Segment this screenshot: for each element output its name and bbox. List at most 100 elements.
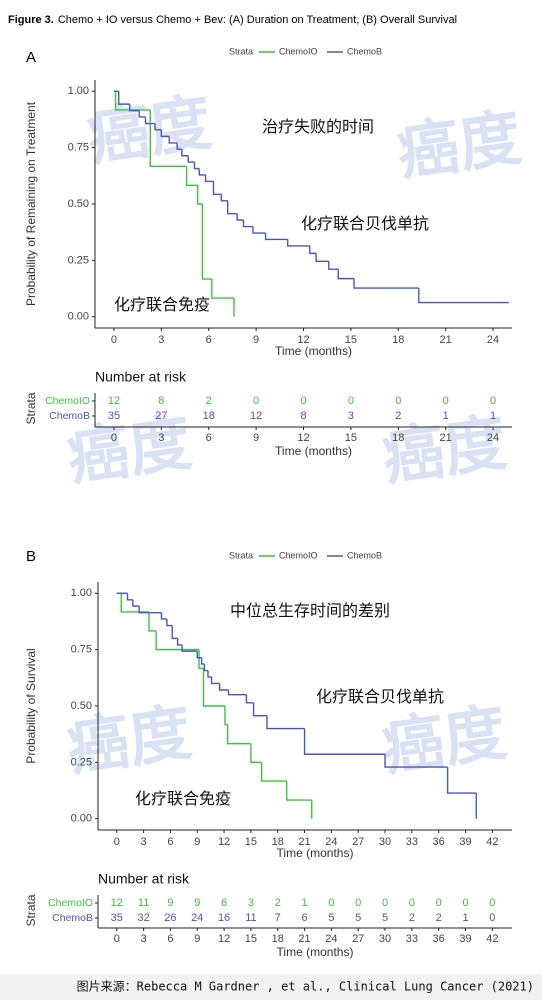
risk-count: 32 xyxy=(137,912,149,924)
x-tick-label: 9 xyxy=(253,334,259,346)
watermark: 癌度 xyxy=(83,88,215,174)
survival-step xyxy=(168,136,178,144)
survival-step xyxy=(202,668,225,707)
risk-count: 8 xyxy=(300,410,306,422)
survival-step xyxy=(446,767,477,794)
risk-count: 2 xyxy=(436,912,442,924)
x-tick-label: 33 xyxy=(406,836,418,848)
survival-step xyxy=(207,670,212,678)
risk-count: 6 xyxy=(301,912,307,924)
survival-step xyxy=(126,593,133,601)
survival-step xyxy=(198,168,206,176)
survival-step xyxy=(211,279,234,299)
survival-step xyxy=(193,162,200,170)
risk-x-tick-label: 30 xyxy=(379,933,391,945)
risk-x-tick-label: 39 xyxy=(459,933,471,945)
x-tick-label: 12 xyxy=(218,836,230,848)
risk-count: 9 xyxy=(194,897,200,909)
risk-count: 0 xyxy=(443,395,449,407)
x-tick-label: 3 xyxy=(141,836,147,848)
y-tick-label: 1.00 xyxy=(68,85,89,97)
source: 图片来源：Rebecca M Gardner , et al., Clinica… xyxy=(77,980,534,994)
risk-x-tick-label: 21 xyxy=(298,933,310,945)
risk-count: 35 xyxy=(111,912,123,924)
survival-step xyxy=(337,269,355,280)
y-axis-label: Probability of Remaining on Treatment xyxy=(24,101,38,306)
risk-count: 0 xyxy=(382,897,388,909)
risk-table-ylabel: Strata xyxy=(24,392,38,424)
survival-step xyxy=(144,116,156,125)
risk-x-tick-label: 15 xyxy=(345,432,357,444)
risk-count: 27 xyxy=(155,410,167,422)
risk-table-ylabel: Strata xyxy=(24,894,38,926)
survival-step xyxy=(198,649,204,670)
x-tick-label: 3 xyxy=(158,334,164,346)
survival-step xyxy=(187,155,195,163)
annotation: 中位总生存时间的差别 xyxy=(230,602,390,620)
survival-step xyxy=(160,612,167,620)
caption-text: Chemo + IO versus Chemo + Bev: (A) Durat… xyxy=(58,14,457,26)
y-tick-label: 0.25 xyxy=(71,756,92,768)
survival-step xyxy=(185,166,198,186)
x-tick-label: 12 xyxy=(297,334,309,346)
survival-step xyxy=(210,676,220,685)
survival-step xyxy=(201,204,212,280)
risk-count: 5 xyxy=(382,912,388,924)
risk-count: 24 xyxy=(191,912,203,924)
risk-count: 0 xyxy=(436,897,442,909)
survival-step xyxy=(285,781,312,801)
risk-x-tick-label: 6 xyxy=(206,432,212,444)
risk-x-tick-label: 9 xyxy=(194,933,200,945)
risk-count: 7 xyxy=(275,912,281,924)
risk-x-tick-label: 24 xyxy=(325,933,337,945)
risk-count: 0 xyxy=(355,897,361,909)
survival-step xyxy=(328,261,339,270)
caption-label: Figure 3. xyxy=(8,14,54,26)
legend-label: ChemoB xyxy=(347,550,382,560)
risk-count: 9 xyxy=(167,897,173,909)
risk-count: 11 xyxy=(138,897,149,909)
survival-step xyxy=(226,724,251,745)
survival-step xyxy=(260,762,287,782)
survival-step xyxy=(149,109,187,168)
survival-step xyxy=(117,91,130,105)
risk-count: 3 xyxy=(348,410,354,422)
survival-step xyxy=(201,657,205,665)
survival-step xyxy=(203,664,208,672)
x-axis-label: Time (months) xyxy=(275,344,352,358)
risk-table-title: Number at risk xyxy=(95,369,187,385)
risk-count: 12 xyxy=(111,897,123,909)
x-tick-label: 18 xyxy=(272,836,284,848)
risk-row-label: ChemoB xyxy=(49,410,90,422)
survival-step xyxy=(129,104,140,112)
survival-step xyxy=(196,185,203,205)
survival-step xyxy=(303,728,386,755)
risk-count: 1 xyxy=(490,410,496,422)
survival-step xyxy=(250,743,262,764)
survival-step xyxy=(264,233,288,241)
risk-count: 0 xyxy=(462,897,468,909)
x-tick-label: 15 xyxy=(245,836,257,848)
figure-caption: Figure 3. Chemo + IO versus Chemo + Bev: … xyxy=(8,14,457,26)
risk-x-tick-label: 15 xyxy=(245,933,257,945)
annotation: 治疗失败的时间 xyxy=(262,118,374,136)
annotation: 化疗联合免疫 xyxy=(114,296,210,314)
panel-label: B xyxy=(26,548,36,565)
annotation: 化疗联合贝伐单抗 xyxy=(316,688,444,706)
legend-label: ChemoB xyxy=(347,46,382,56)
survival-step xyxy=(148,611,157,632)
risk-count: 6 xyxy=(221,897,227,909)
risk-x-tick-label: 21 xyxy=(440,432,452,444)
x-axis-label: Time (months) xyxy=(277,846,354,860)
risk-count: 0 xyxy=(489,912,495,924)
y-tick-label: 0.25 xyxy=(68,254,89,266)
watermark: 癌度 xyxy=(378,698,510,784)
risk-count: 11 xyxy=(245,912,256,924)
x-tick-label: 21 xyxy=(298,836,310,848)
legend-label: ChemoIO xyxy=(279,46,318,56)
risk-count: 18 xyxy=(203,410,215,422)
risk-count: 2 xyxy=(275,897,281,909)
annotation: 化疗联合贝伐单抗 xyxy=(301,215,429,233)
legend-label: ChemoIO xyxy=(279,550,318,560)
